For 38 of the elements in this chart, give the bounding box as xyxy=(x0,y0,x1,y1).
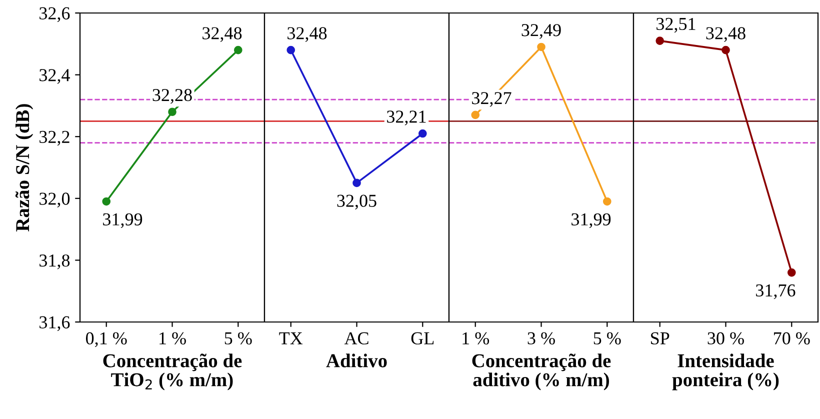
x-axis-title: Concentração de aditivo (% m/m) xyxy=(472,354,611,390)
data-label: 32,48 xyxy=(706,27,746,42)
y-tick-label: 32,0 xyxy=(40,192,70,208)
y-axis-title: Razão S/N (dB) xyxy=(15,104,34,232)
x-tick-label: 1 % xyxy=(462,332,490,344)
y-tick-label: 31,6 xyxy=(40,316,70,332)
point xyxy=(234,46,242,54)
data-label: 31,99 xyxy=(572,213,611,228)
x-tick-label: SP xyxy=(651,332,670,344)
data-label: 32,48 xyxy=(288,27,327,42)
data-label: 32,28 xyxy=(152,88,192,104)
x-tick-label: AC xyxy=(344,332,368,344)
data-label: 32,21 xyxy=(387,110,426,126)
data-label: 32,51 xyxy=(656,18,696,33)
data-label: 32,48 xyxy=(202,27,242,42)
x-axis-title: Aditivo xyxy=(326,354,387,368)
data-label: 32,27 xyxy=(472,92,512,107)
x-tick-label: 30 % xyxy=(708,332,744,344)
x-tick-label: 5 % xyxy=(224,332,252,344)
y-tick-label: 32,4 xyxy=(40,69,70,84)
point xyxy=(168,108,176,116)
y-tick-label: 31,8 xyxy=(40,254,70,270)
x-tick-label: 1 % xyxy=(160,332,186,344)
y-tick-label: 32,6 xyxy=(40,7,70,22)
y-tick-label: 32,2 xyxy=(40,130,70,146)
data-label: 31,76 xyxy=(756,284,796,300)
x-tick-label: GL xyxy=(411,332,434,344)
data-label: 31,99 xyxy=(103,213,142,228)
x-tick-label: 70 % xyxy=(774,332,810,344)
x-tick-label: 5 % xyxy=(594,332,621,344)
x-axis-title: Intensidade ponteira (%) xyxy=(672,354,779,390)
data-label: 32,05 xyxy=(337,194,376,210)
x-tick-label: 3 % xyxy=(528,332,555,344)
x-tick-label: TX xyxy=(279,332,303,344)
x-axis-title: Concentração de TiO$_{2}$ (% m/m) xyxy=(103,354,242,390)
point xyxy=(102,197,111,206)
data-label: 32,49 xyxy=(522,24,561,39)
x-tick-label: 0,1 % xyxy=(86,332,127,348)
